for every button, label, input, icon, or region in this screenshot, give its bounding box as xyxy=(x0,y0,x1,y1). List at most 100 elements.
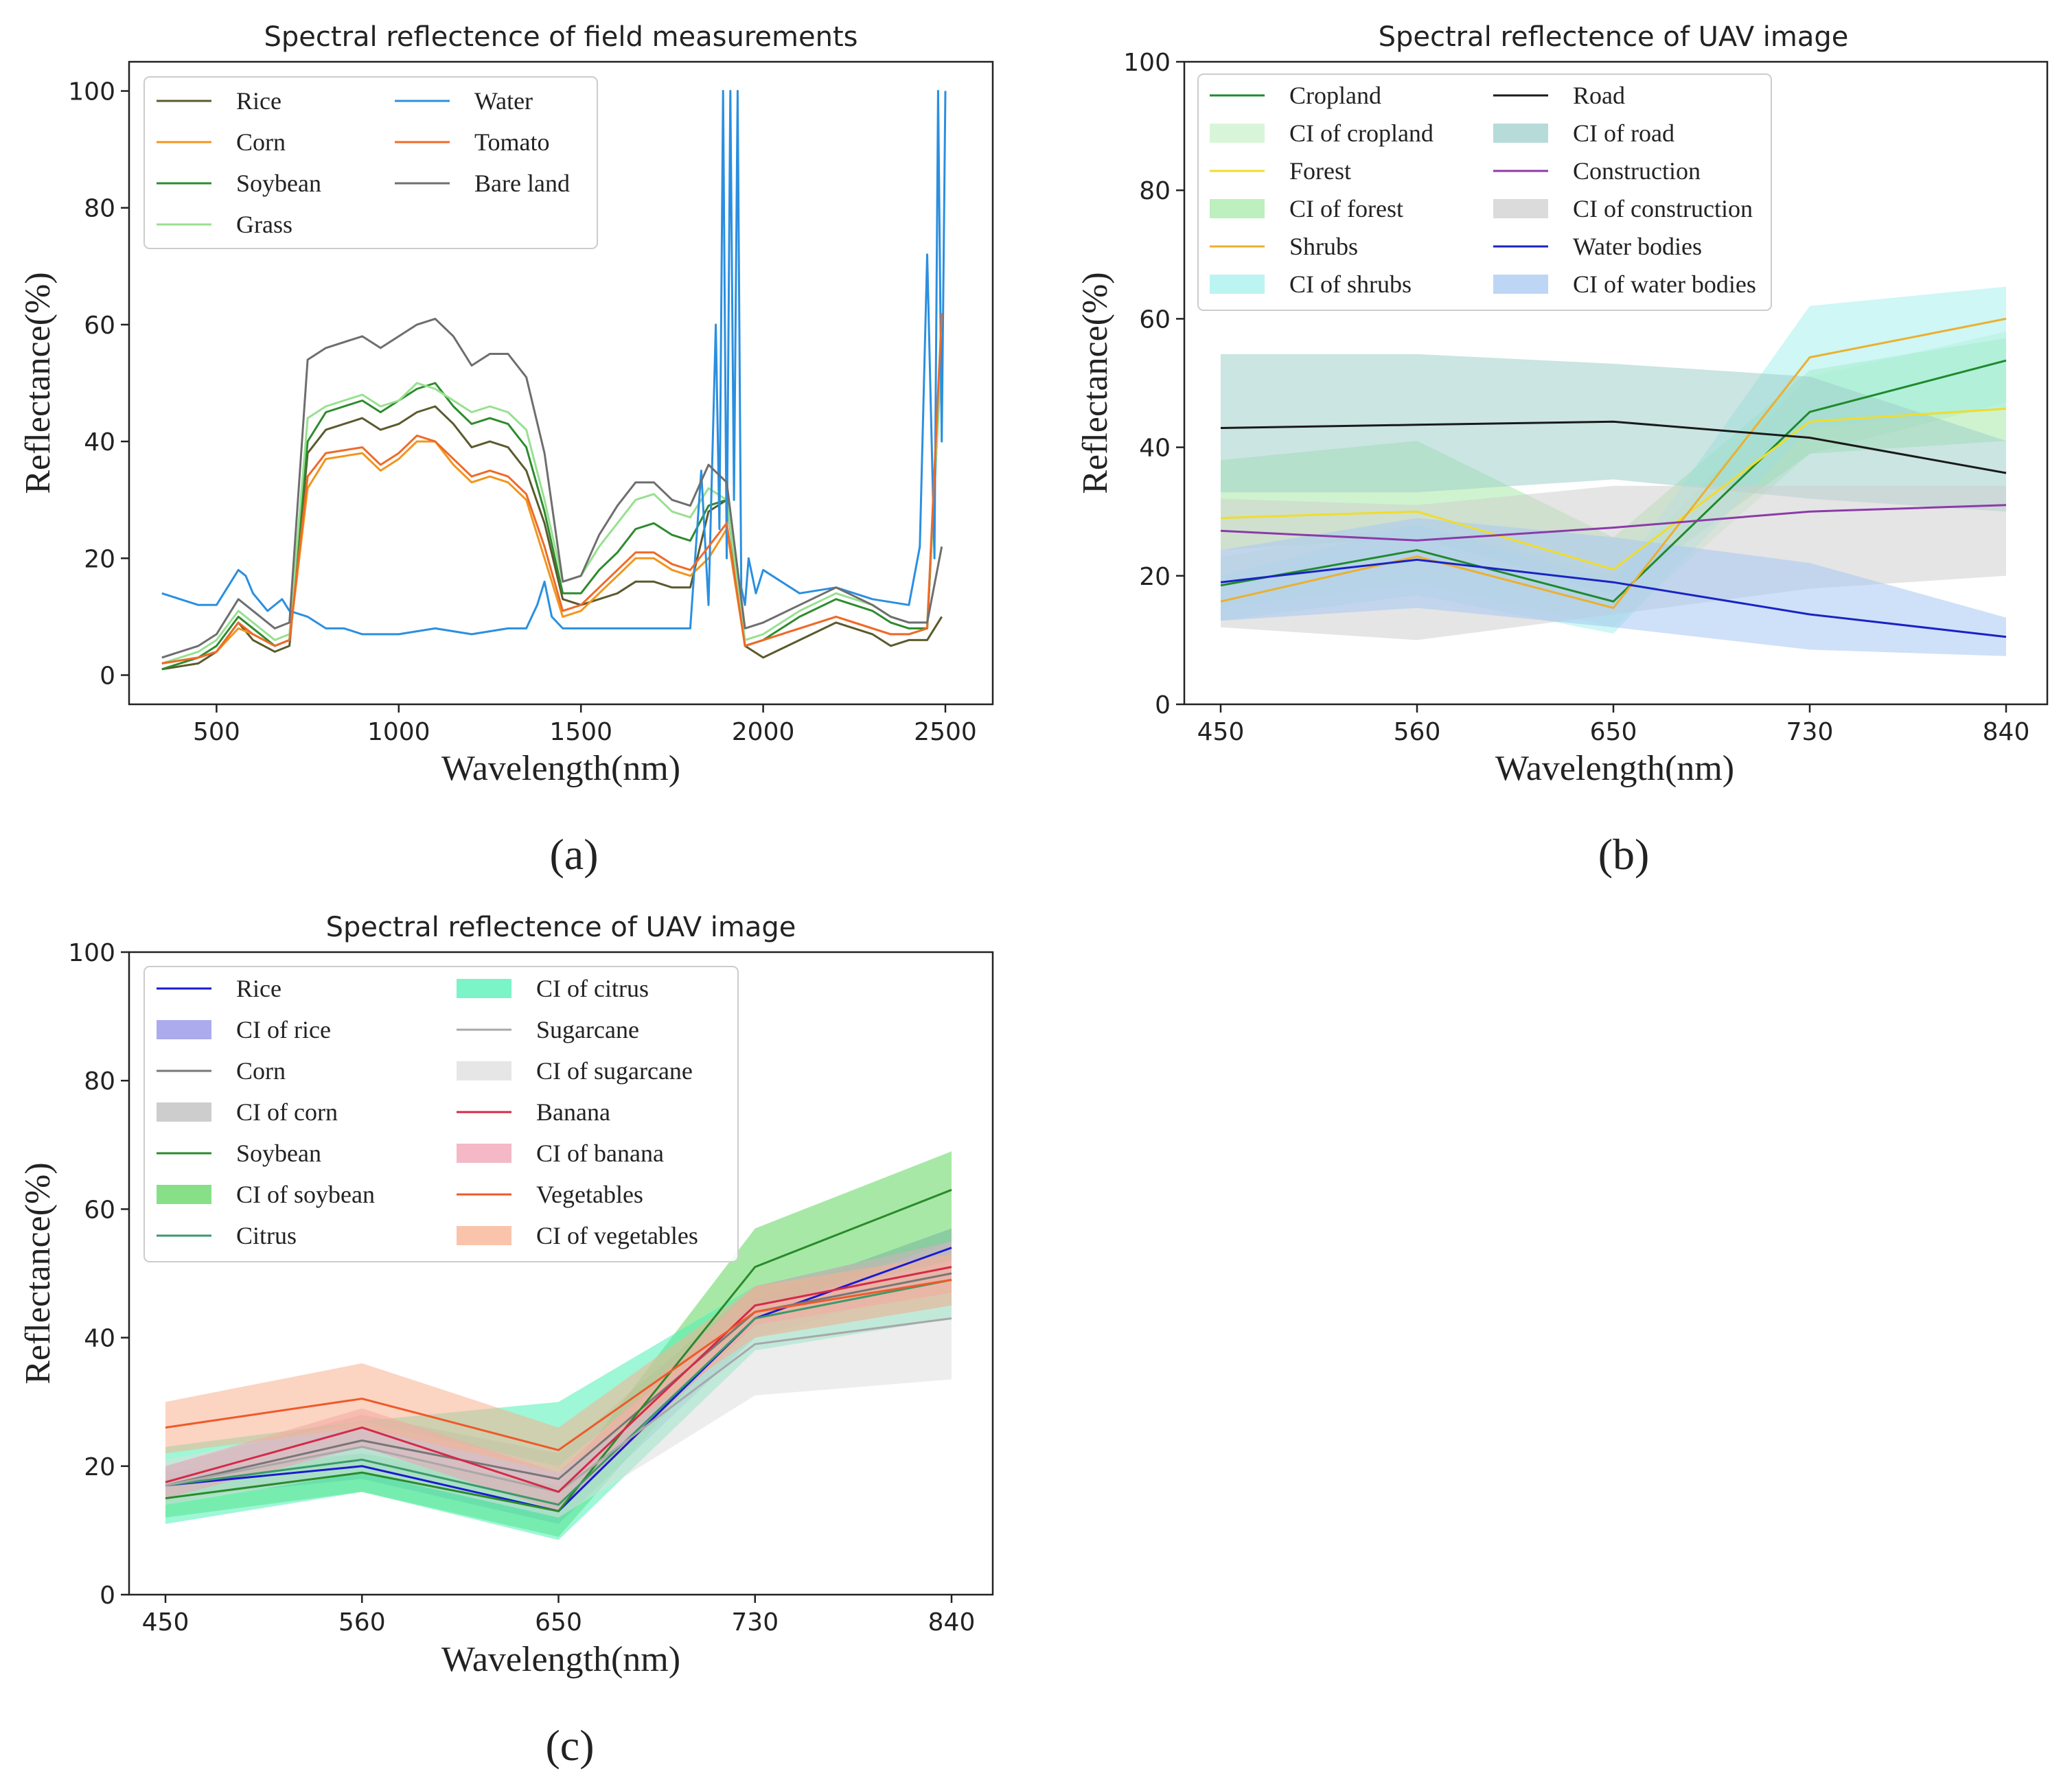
panel-a-legend-box xyxy=(143,76,598,249)
panel-a-chart: Spectral reflectence of field measuremen… xyxy=(19,21,994,879)
legend-label-ci-of-citrus: CI of citrus xyxy=(536,975,649,1002)
series-line-soybean xyxy=(165,1188,952,1512)
legend-label-corn: Corn xyxy=(236,1057,286,1085)
legend-label-ci-of-forest: CI of forest xyxy=(1289,195,1403,222)
panel-c-plot-frame xyxy=(128,951,994,1596)
x-tick-label: 500 xyxy=(193,718,240,746)
y-tick-label: 60 xyxy=(1139,305,1171,334)
legend-label-soybean: Soybean xyxy=(236,170,321,197)
series-line-tomato xyxy=(161,312,943,664)
panel-c-xlabel: Wavelength(nm) xyxy=(441,1640,680,1679)
legend-swatch-ci-of-rice xyxy=(157,1020,211,1039)
y-tick-label: 100 xyxy=(68,939,115,967)
y-tick-label: 20 xyxy=(84,545,115,573)
series-line-cropland xyxy=(1220,359,2007,603)
x-tick-label: 2000 xyxy=(732,718,795,746)
legend-label-citrus: Citrus xyxy=(236,1222,297,1249)
y-tick-label: 40 xyxy=(84,428,115,456)
y-tick-label: 40 xyxy=(1139,435,1171,463)
panel-b-chart: Spectral reflectence of UAV image 0 20 40 6… xyxy=(1076,21,2049,879)
series-line-shrubs xyxy=(1220,317,2007,610)
y-tick-label: 60 xyxy=(84,312,115,340)
ci-band-soybean xyxy=(165,1151,952,1537)
legend-label-ci-of-construction: CI of construction xyxy=(1573,195,1753,222)
y-tick-label: 80 xyxy=(84,195,115,223)
panel-a-label: (a) xyxy=(549,830,598,879)
series-line-forest xyxy=(1220,407,2007,571)
y-tick-label: 0 xyxy=(100,1582,115,1610)
series-line-road xyxy=(1220,420,2007,474)
legend-label-corn: Corn xyxy=(236,128,286,156)
panel-b-legend: Cropland CI of cropland Forest CI of forest… xyxy=(1197,73,1772,311)
legend-label-ci-of-vegetables: CI of vegetables xyxy=(536,1222,698,1249)
legend-label-construction: Construction xyxy=(1573,157,1701,185)
legend-swatch-ci-of-soybean xyxy=(157,1185,211,1204)
legend-swatch-ci-of-vegetables xyxy=(457,1226,511,1245)
legend-label-rice: Rice xyxy=(236,87,281,115)
legend-swatch-ci-of-road xyxy=(1493,124,1548,143)
legend-swatch-ci-of-banana xyxy=(457,1144,511,1163)
ci-band-vegetables xyxy=(165,1253,952,1473)
series-line-water xyxy=(161,90,947,636)
series-line-citrus xyxy=(165,1278,952,1506)
series-line-corn xyxy=(165,1272,952,1487)
legend-label-ci-of-rice: CI of rice xyxy=(236,1016,331,1043)
legend-label-ci-of-cropland: CI of cropland xyxy=(1289,119,1434,147)
x-tick-label: 730 xyxy=(1786,718,1834,746)
panel-c-legend-box xyxy=(143,966,739,1262)
legend-label-forest: Forest xyxy=(1289,157,1351,185)
x-tick-label: 560 xyxy=(1394,718,1441,746)
legend-label-ci-of-water-bodies: CI of water bodies xyxy=(1573,270,1756,298)
legend-swatch-ci-of-forest xyxy=(1210,199,1265,218)
legend-label-vegetables: Vegetables xyxy=(536,1181,643,1208)
legend-label-road: Road xyxy=(1573,82,1625,109)
legend-label-ci-of-soybean: CI of soybean xyxy=(236,1181,375,1208)
y-tick-label: 40 xyxy=(84,1325,115,1353)
y-tick-label: 80 xyxy=(1139,177,1171,205)
ci-band-water-bodies xyxy=(1221,518,2006,656)
panel-b-plot-frame xyxy=(1183,60,2049,706)
y-tick-label: 0 xyxy=(1155,691,1171,719)
y-tick-label: 0 xyxy=(100,662,115,690)
legend-label-water: Water xyxy=(474,87,533,115)
x-tick-label: 1500 xyxy=(549,718,612,746)
panel-c-label: (c) xyxy=(545,1721,594,1770)
x-tick-label: 2500 xyxy=(914,718,977,746)
x-tick-label: 840 xyxy=(928,1608,976,1637)
legend-label-grass: Grass xyxy=(236,211,292,238)
legend-label-ci-of-sugarcane: CI of sugarcane xyxy=(536,1057,693,1085)
series-line-vegetables xyxy=(165,1278,952,1452)
x-tick-label: 650 xyxy=(1590,718,1637,746)
panel-a-ylabel: Reflectance(%) xyxy=(19,272,58,494)
x-tick-label: 450 xyxy=(1197,718,1245,746)
legend-swatch-ci-of-cropland xyxy=(1210,124,1265,143)
panel-b-xlabel: Wavelength(nm) xyxy=(1495,749,1734,788)
legend-label-water-bodies: Water bodies xyxy=(1573,233,1702,260)
series-line-water-bodies xyxy=(1220,558,2007,638)
x-tick-label: 840 xyxy=(1983,718,2030,746)
series-line-construction xyxy=(1220,504,2007,542)
panel-b-label: (b) xyxy=(1598,830,1650,879)
legend-label-ci-of-shrubs: CI of shrubs xyxy=(1289,270,1412,298)
x-tick-label: 560 xyxy=(338,1608,386,1637)
legend-label-ci-of-banana: CI of banana xyxy=(536,1140,664,1167)
legend-label-bare-land: Bare land xyxy=(474,170,570,197)
ci-band-road xyxy=(1221,354,2006,512)
legend-label-banana: Banana xyxy=(536,1098,610,1126)
series-line-rice xyxy=(161,405,943,671)
panel-b-legend-box xyxy=(1197,73,1772,311)
legend-swatch-ci-of-citrus xyxy=(457,979,511,998)
x-tick-label: 730 xyxy=(731,1608,779,1637)
legend-swatch-ci-of-construction xyxy=(1493,199,1548,218)
legend-label-ci-of-road: CI of road xyxy=(1573,119,1674,147)
panel-a-legend: Rice Corn Soybean Grass Water Tomato Bare land xyxy=(143,76,598,249)
panel-a-plot-frame xyxy=(128,60,994,706)
panel-a-title: Spectral reflectence of field measuremen… xyxy=(264,21,858,53)
y-tick-label: 60 xyxy=(84,1196,115,1224)
series-line-banana xyxy=(165,1266,952,1493)
x-tick-label: 650 xyxy=(535,1608,582,1637)
legend-label-sugarcane: Sugarcane xyxy=(536,1016,639,1043)
panel-c-title: Spectral reflectence of UAV image xyxy=(326,912,796,943)
series-line-bare-land xyxy=(161,317,943,659)
